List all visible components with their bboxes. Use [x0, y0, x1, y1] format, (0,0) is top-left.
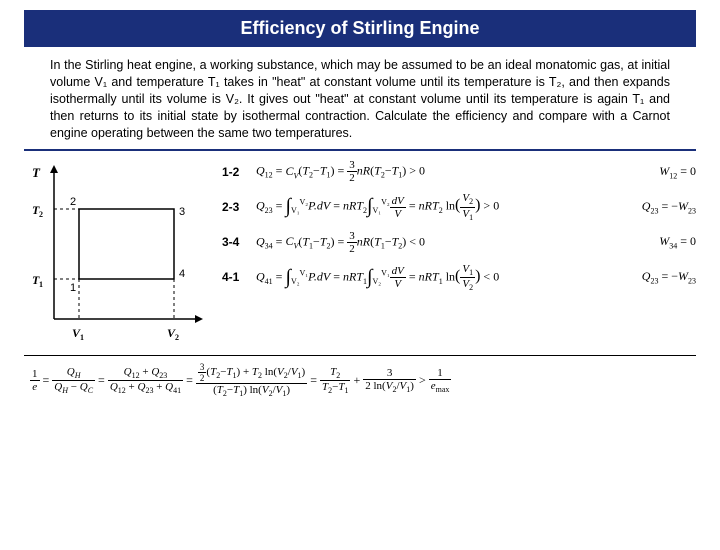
cycle-diagram-svg: 2 3 4 1 T T 2 T 1 V 1 V 2 — [24, 159, 214, 349]
eq-row-41: 4-1 Q41 = ∫V₂V₁P.dV = nRT1∫V₂V₁dVV = nRT… — [222, 263, 696, 292]
eq-q12: Q12 = CV(T2−T1) = 32nR(T2−T1) > 0 — [256, 159, 641, 184]
eq-w41: Q23 = −W23 — [642, 269, 696, 285]
eq-row-23: 2-3 Q23 = ∫V₁V₂P.dV = nRT2∫V₁V₂dVV = nRT… — [222, 192, 696, 221]
eq-q34: Q34 = CV(T1−T2) = 32nR(T1−T2) < 0 — [256, 230, 641, 255]
content-row: 2 3 4 1 T T 2 T 1 V 1 V 2 1-2 Q12 = CV(T… — [24, 159, 696, 349]
svg-text:2: 2 — [175, 333, 179, 342]
tv-diagram: 2 3 4 1 T T 2 T 1 V 1 V 2 — [24, 159, 214, 349]
eq-row-12: 1-2 Q12 = CV(T2−T1) = 32nR(T2−T1) > 0 W1… — [222, 159, 696, 184]
section-divider — [24, 149, 696, 151]
svg-text:1: 1 — [39, 280, 43, 289]
phase-label-12: 1-2 — [222, 165, 256, 179]
eq-q41: Q41 = ∫V₂V₁P.dV = nRT1∫V₂V₁dVV = nRT1 ln… — [256, 263, 624, 292]
efficiency-equation: 1e = QHQH − QC = Q12 + Q23Q12 + Q23 + Q4… — [30, 362, 690, 398]
point-2: 2 — [70, 196, 76, 208]
eq-w12: W12 = 0 — [659, 164, 696, 180]
bottom-divider — [24, 355, 696, 356]
eq-q23: Q23 = ∫V₁V₂P.dV = nRT2∫V₁V₂dVV = nRT2 ln… — [256, 192, 624, 221]
phase-label-23: 2-3 — [222, 200, 256, 214]
page-title: Efficiency of Stirling Engine — [24, 10, 696, 47]
point-1: 1 — [70, 282, 76, 294]
y-axis-label: T — [32, 165, 41, 180]
eq-w34: W34 = 0 — [659, 234, 696, 250]
svg-text:1: 1 — [80, 333, 84, 342]
eq-row-34: 3-4 Q34 = CV(T1−T2) = 32nR(T1−T2) < 0 W3… — [222, 230, 696, 255]
problem-statement: In the Stirling heat engine, a working s… — [50, 57, 670, 141]
equations-column: 1-2 Q12 = CV(T2−T1) = 32nR(T2−T1) > 0 W1… — [214, 159, 696, 349]
phase-label-41: 4-1 — [222, 270, 256, 284]
svg-text:2: 2 — [39, 210, 43, 219]
point-4: 4 — [179, 268, 185, 280]
eq-w23: Q23 = −W23 — [642, 199, 696, 215]
phase-label-34: 3-4 — [222, 235, 256, 249]
point-3: 3 — [179, 206, 185, 218]
